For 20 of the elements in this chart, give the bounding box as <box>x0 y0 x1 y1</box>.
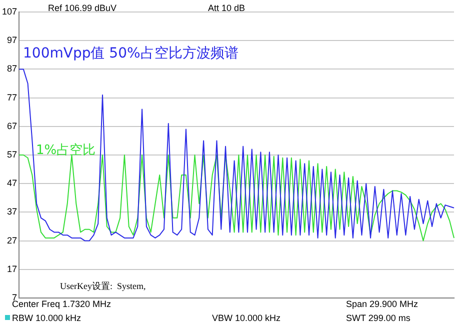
annotation: Att 10 dB <box>208 2 246 13</box>
text: Center Freq 1.7320 MHz <box>12 298 112 309</box>
y-tick-label: 17 <box>7 264 18 274</box>
y-tick-label: 97 <box>7 35 18 46</box>
y-tick-label: 37 <box>7 206 18 217</box>
y-tick-label: 87 <box>7 64 18 74</box>
y-tick-label: 47 <box>7 178 18 188</box>
text: VBW 10.000 kHz <box>212 312 282 323</box>
series-label: 1%占空比 <box>36 142 96 158</box>
y-tick-label: 67 <box>7 120 18 131</box>
annotation: UserKey设置: System, <box>60 280 146 291</box>
y-tick-label: 107 <box>2 6 18 16</box>
text: SWT 299.00 ms <box>346 312 411 323</box>
series-label: 100mVpp值 50%占空比方波频谱 <box>23 46 238 62</box>
text: RBW 10.000 kHz <box>12 312 82 323</box>
annotation: Ref 106.99 dBuV <box>48 2 117 13</box>
y-tick-label: 77 <box>7 92 18 102</box>
text: Span 29.900 MHz <box>346 298 419 309</box>
y-tick-label: 57 <box>7 149 18 160</box>
y-tick-label: 27 <box>7 235 18 246</box>
